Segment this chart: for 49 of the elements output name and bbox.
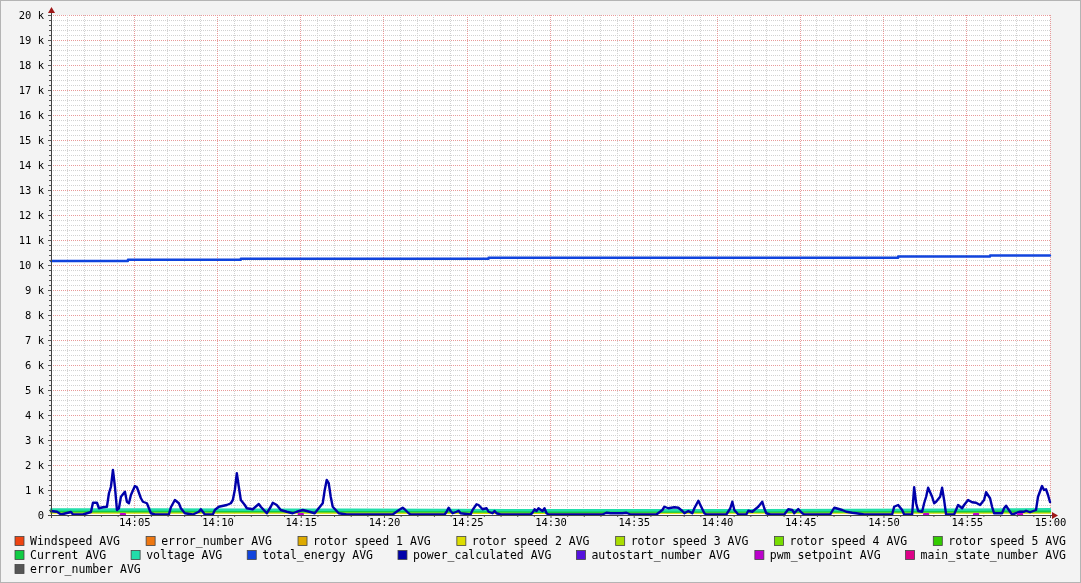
legend-label: pwm_setpoint AVG [769, 548, 881, 562]
x-tick-label: 14:50 [868, 516, 900, 529]
x-tick-label: 14:40 [701, 516, 734, 529]
y-tick-label: 15 k [18, 133, 45, 146]
x-tick-label: 14:15 [285, 516, 318, 529]
legend-label: rotor speed 3 AVG [630, 534, 749, 548]
legend-label: Windspeed AVG [30, 534, 121, 548]
y-tick-label: 4 k [25, 408, 45, 421]
legend-label: total_energy AVG [262, 548, 374, 562]
legend-label: autostart_number AVG [591, 548, 730, 562]
y-tick-label: 11 k [18, 233, 45, 246]
y-tick-label: 8 k [25, 308, 45, 321]
y-tick-label: 6 k [25, 358, 45, 371]
x-tick-label: 14:05 [118, 516, 151, 529]
legend-label: rotor speed 2 AVG [471, 534, 590, 548]
y-tick-label: 18 k [18, 58, 45, 71]
y-tick-label: 2 k [25, 458, 45, 471]
y-tick-label: 14 k [18, 158, 45, 171]
x-tick-label: 14:25 [451, 516, 484, 529]
x-tick-label: 15:00 [1034, 516, 1067, 529]
y-tick-label: 20 k [18, 8, 45, 21]
y-tick-label: 17 k [18, 83, 45, 96]
y-tick-label: 1 k [25, 483, 45, 496]
x-tick-label: 14:20 [368, 516, 401, 529]
x-tick-label: 14:10 [202, 516, 234, 529]
legend-label: error_number AVG [161, 534, 272, 548]
x-tick-label: 14:45 [784, 516, 817, 529]
x-tick-label: 14:35 [618, 516, 651, 529]
legend-label: rotor speed 4 AVG [789, 534, 908, 548]
y-tick-label: 12 k [18, 208, 45, 221]
legend-label: rotor speed 1 AVG [313, 534, 431, 548]
y-tick-label: 13 k [18, 183, 45, 196]
legend-label: power_calculated AVG [412, 548, 552, 562]
y-tick-label: 16 k [18, 108, 45, 121]
legend-label: rotor speed 5 AVG [948, 534, 1067, 548]
x-tick-label: 14:55 [951, 516, 984, 529]
x-tick-label: 14:30 [535, 516, 567, 529]
legend-label: voltage AVG [146, 548, 223, 562]
y-tick-label: 19 k [18, 33, 45, 46]
y-tick-label: 3 k [25, 433, 45, 446]
legend-label: main_state_number AVG [920, 548, 1067, 562]
y-tick-label: 10 k [18, 258, 45, 271]
legend-label: Current AVG [30, 548, 107, 562]
y-tick-label: 0 [37, 508, 44, 521]
y-tick-label: 7 k [25, 333, 45, 346]
line-series [49, 468, 1052, 516]
y-tick-label: 9 k [25, 283, 45, 296]
y-tick-label: 5 k [25, 383, 45, 396]
legend-label: error_number AVG [30, 562, 141, 576]
